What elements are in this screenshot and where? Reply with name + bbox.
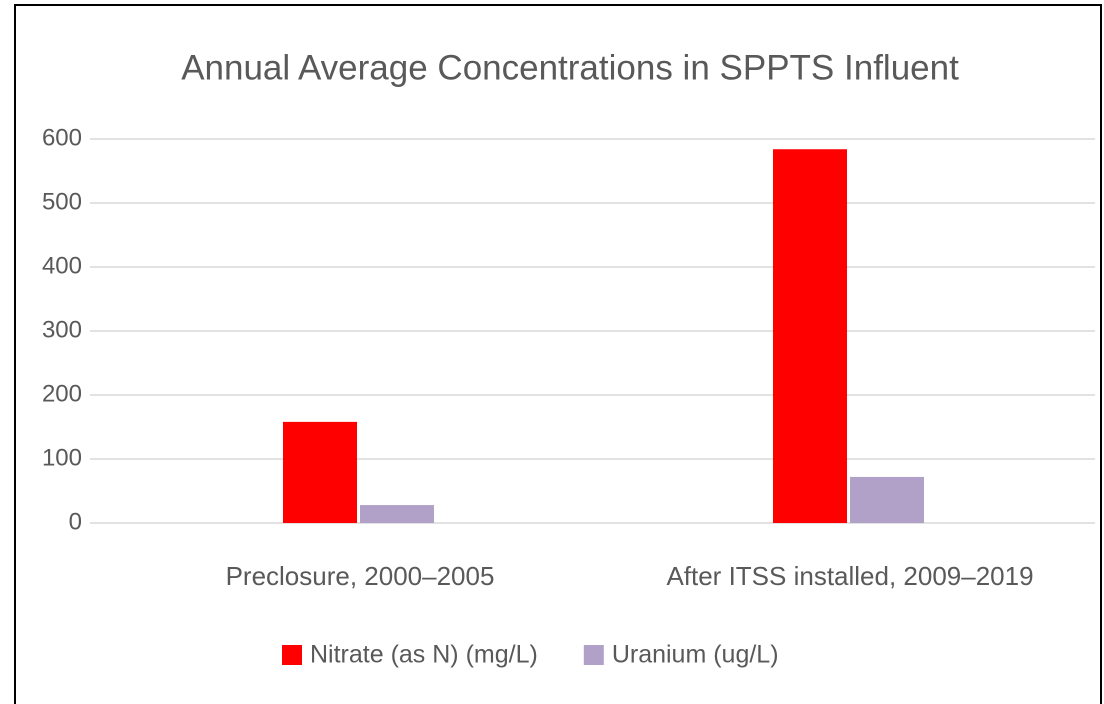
legend-swatch xyxy=(282,645,302,665)
y-tick-label: 0 xyxy=(69,508,82,535)
bar xyxy=(360,505,434,523)
y-tick-label: 600 xyxy=(42,124,82,151)
y-tick-label: 200 xyxy=(42,380,82,407)
bar xyxy=(850,476,924,523)
x-tick-label: After ITSS installed, 2009–2019 xyxy=(666,561,1033,591)
legend-label: Nitrate (as N) (mg/L) xyxy=(310,641,538,669)
y-tick-label: 500 xyxy=(42,188,82,215)
bar xyxy=(283,421,357,523)
x-tick-label: Preclosure, 2000–2005 xyxy=(226,561,495,591)
bar xyxy=(773,149,847,524)
chart-border xyxy=(14,4,1102,704)
legend-swatch xyxy=(583,645,604,665)
y-tick-label: 100 xyxy=(42,444,82,471)
y-tick-label: 300 xyxy=(42,316,82,343)
y-tick-label: 400 xyxy=(42,252,82,279)
legend-label: Uranium (ug/L) xyxy=(612,641,779,669)
chart-title: Annual Average Concentrations in SPPTS I… xyxy=(181,48,959,87)
